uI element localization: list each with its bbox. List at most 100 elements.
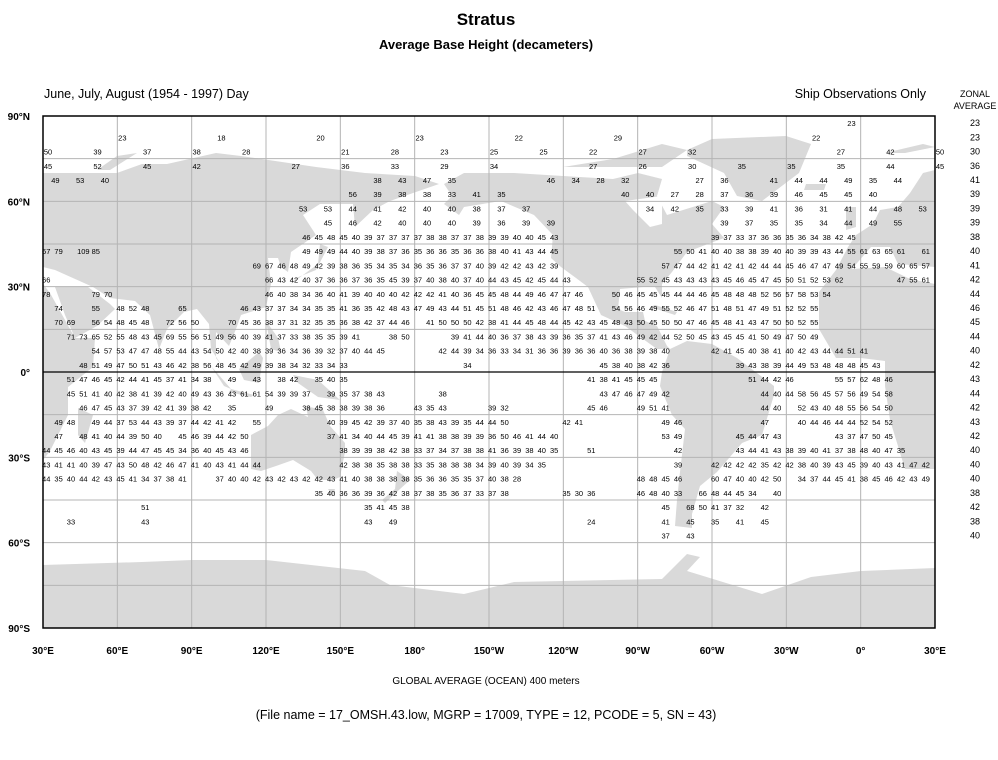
- cell-value: 42: [302, 475, 310, 484]
- cell-value: 49: [649, 304, 657, 313]
- sumatra: [204, 358, 231, 389]
- cell-value: 37: [720, 190, 728, 199]
- cell-value: 39: [377, 418, 385, 427]
- cell-value: 40: [104, 432, 112, 441]
- cell-value: 44: [761, 389, 769, 398]
- cell-value: 41: [191, 460, 199, 469]
- cell-value: 38: [339, 261, 347, 270]
- cell-value: 37: [352, 389, 360, 398]
- cell-value: 43: [290, 475, 298, 484]
- cell-value: 49: [844, 176, 852, 185]
- cell-value: 44: [476, 332, 484, 341]
- cell-value: 43: [835, 432, 843, 441]
- cell-value: 48: [748, 290, 756, 299]
- cell-value: 51: [748, 375, 756, 384]
- cell-value: 46: [550, 304, 558, 313]
- cell-value: 55: [116, 332, 124, 341]
- cell-value: 27: [292, 162, 300, 171]
- cell-value: 39: [339, 332, 347, 341]
- cell-value: 62: [860, 375, 868, 384]
- zonal-average-value: 43: [970, 417, 980, 427]
- cell-value: 42: [401, 290, 409, 299]
- cell-value: 35: [315, 332, 323, 341]
- cell-value: 42: [699, 261, 707, 270]
- cell-value: 53: [76, 176, 84, 185]
- cell-value: 41: [736, 318, 744, 327]
- cell-value: 36: [798, 233, 806, 242]
- cell-value: 44: [178, 347, 186, 356]
- longitude-tick-label: 60°W: [700, 646, 725, 657]
- cell-value: 42: [711, 460, 719, 469]
- cell-value: 39: [315, 347, 323, 356]
- greenland: [687, 136, 811, 201]
- cell-value: 41: [612, 375, 620, 384]
- cell-value: 47: [129, 347, 137, 356]
- cell-value: 38: [398, 190, 406, 199]
- cell-value: 38: [352, 460, 360, 469]
- cell-value: 35: [339, 375, 347, 384]
- cell-value: 51: [736, 304, 744, 313]
- zonal-average-value: 40: [970, 445, 980, 455]
- cell-value: 38: [637, 361, 645, 370]
- cell-value: 45: [884, 432, 892, 441]
- cell-value: 38: [327, 404, 335, 413]
- cell-value: 33: [476, 489, 484, 498]
- zonal-average-value: 40: [970, 346, 980, 356]
- cell-value: 48: [79, 361, 87, 370]
- cell-value: 37: [451, 233, 459, 242]
- cell-value: 38: [389, 460, 397, 469]
- cell-value: 37: [745, 219, 753, 228]
- cell-value: 79: [92, 290, 100, 299]
- cell-value: 48: [79, 432, 87, 441]
- cell-value: 46: [92, 375, 100, 384]
- cell-value: 34: [178, 446, 186, 455]
- cell-value: 47: [686, 318, 694, 327]
- cell-value: 45: [736, 432, 744, 441]
- cell-value: 40: [476, 261, 484, 270]
- cell-value: 37: [401, 233, 409, 242]
- cell-value: 79: [54, 247, 62, 256]
- cell-value: 43: [215, 460, 223, 469]
- cell-value: 43: [773, 446, 781, 455]
- cell-value: 42: [649, 361, 657, 370]
- cell-value: 34: [401, 261, 409, 270]
- cell-value: 41: [178, 475, 186, 484]
- cell-value: 32: [302, 361, 310, 370]
- cell-value: 50: [438, 318, 446, 327]
- cell-value: 40: [448, 204, 456, 213]
- zonal-average-value: 39: [970, 203, 980, 213]
- cell-value: 40: [451, 290, 459, 299]
- cell-value: 44: [538, 432, 546, 441]
- cell-value: 48: [847, 361, 855, 370]
- cell-value: 39: [154, 389, 162, 398]
- cell-value: 40: [101, 176, 109, 185]
- cell-value: 39: [401, 432, 409, 441]
- cell-value: 40: [525, 233, 533, 242]
- cell-value: 59: [884, 261, 892, 270]
- cell-value: 34: [302, 304, 310, 313]
- zonal-average-value: 42: [970, 360, 980, 370]
- cell-value: 48: [723, 304, 731, 313]
- cell-value: 40: [748, 475, 756, 484]
- cell-value: 42: [389, 489, 397, 498]
- cell-value: 45: [44, 162, 52, 171]
- cell-value: 35: [837, 162, 845, 171]
- cell-value: 40: [748, 347, 756, 356]
- cell-value: 33: [315, 361, 323, 370]
- cell-value: 39: [364, 489, 372, 498]
- cell-value: 49: [426, 304, 434, 313]
- cell-value: 43: [909, 475, 917, 484]
- cell-value: 44: [835, 247, 843, 256]
- cell-value: 38: [377, 247, 385, 256]
- cell-value: 38: [438, 389, 446, 398]
- cell-value: 36: [488, 432, 496, 441]
- longitude-tick-label: 90°E: [181, 646, 203, 657]
- arctic-islands: [563, 144, 687, 167]
- cell-value: 46: [302, 233, 310, 242]
- cell-value: 35: [451, 475, 459, 484]
- cell-value: 73: [79, 332, 87, 341]
- cell-value: 41: [748, 332, 756, 341]
- cell-value: 45: [154, 446, 162, 455]
- cell-value: 49: [810, 332, 818, 341]
- cell-value: 48: [500, 290, 508, 299]
